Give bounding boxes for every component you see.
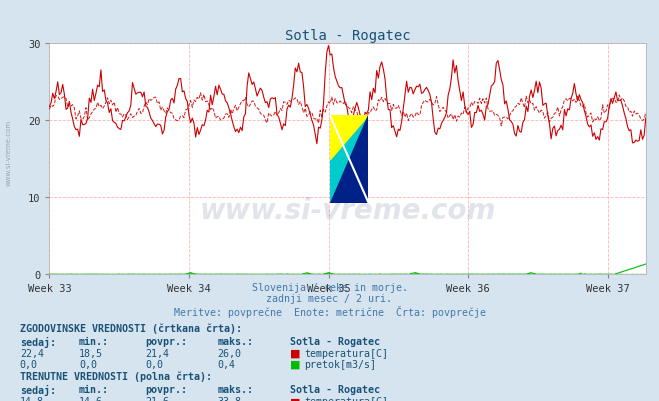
Text: TRENUTNE VREDNOSTI (polna črta):: TRENUTNE VREDNOSTI (polna črta): — [20, 371, 212, 381]
Text: povpr.:: povpr.: — [145, 384, 187, 394]
Text: ■: ■ — [290, 348, 301, 358]
Text: sedaj:: sedaj: — [20, 336, 56, 347]
Text: ZGODOVINSKE VREDNOSTI (črtkana črta):: ZGODOVINSKE VREDNOSTI (črtkana črta): — [20, 323, 242, 333]
Text: 14,8: 14,8 — [20, 396, 43, 401]
Text: min.:: min.: — [79, 336, 109, 346]
Text: www.si-vreme.com: www.si-vreme.com — [5, 119, 12, 185]
Text: 26,0: 26,0 — [217, 348, 241, 358]
Text: sedaj:: sedaj: — [20, 384, 56, 395]
Text: 21,6: 21,6 — [145, 396, 169, 401]
Text: Sotla - Rogatec: Sotla - Rogatec — [290, 336, 380, 346]
Text: www.si-vreme.com: www.si-vreme.com — [200, 196, 496, 224]
Text: 33,8: 33,8 — [217, 396, 241, 401]
Text: 0,0: 0,0 — [145, 359, 163, 369]
Title: Sotla - Rogatec: Sotla - Rogatec — [285, 29, 411, 43]
Text: povpr.:: povpr.: — [145, 336, 187, 346]
Text: 0,0: 0,0 — [20, 359, 38, 369]
Text: 0,0: 0,0 — [79, 359, 97, 369]
Text: ■: ■ — [290, 396, 301, 401]
Text: temperatura[C]: temperatura[C] — [304, 348, 388, 358]
Text: maks.:: maks.: — [217, 336, 254, 346]
Text: ■: ■ — [290, 359, 301, 369]
Text: 14,6: 14,6 — [79, 396, 103, 401]
Text: min.:: min.: — [79, 384, 109, 394]
Text: Meritve: povprečne  Enote: metrične  Črta: povprečje: Meritve: povprečne Enote: metrične Črta:… — [173, 305, 486, 317]
Text: Slovenija / reke in morje.: Slovenija / reke in morje. — [252, 282, 407, 292]
Text: 22,4: 22,4 — [20, 348, 43, 358]
Text: zadnji mesec / 2 uri.: zadnji mesec / 2 uri. — [266, 294, 393, 304]
Text: temperatura[C]: temperatura[C] — [304, 396, 388, 401]
Text: maks.:: maks.: — [217, 384, 254, 394]
Text: 0,4: 0,4 — [217, 359, 235, 369]
Text: Sotla - Rogatec: Sotla - Rogatec — [290, 384, 380, 394]
Text: 21,4: 21,4 — [145, 348, 169, 358]
Text: pretok[m3/s]: pretok[m3/s] — [304, 359, 376, 369]
Text: 18,5: 18,5 — [79, 348, 103, 358]
